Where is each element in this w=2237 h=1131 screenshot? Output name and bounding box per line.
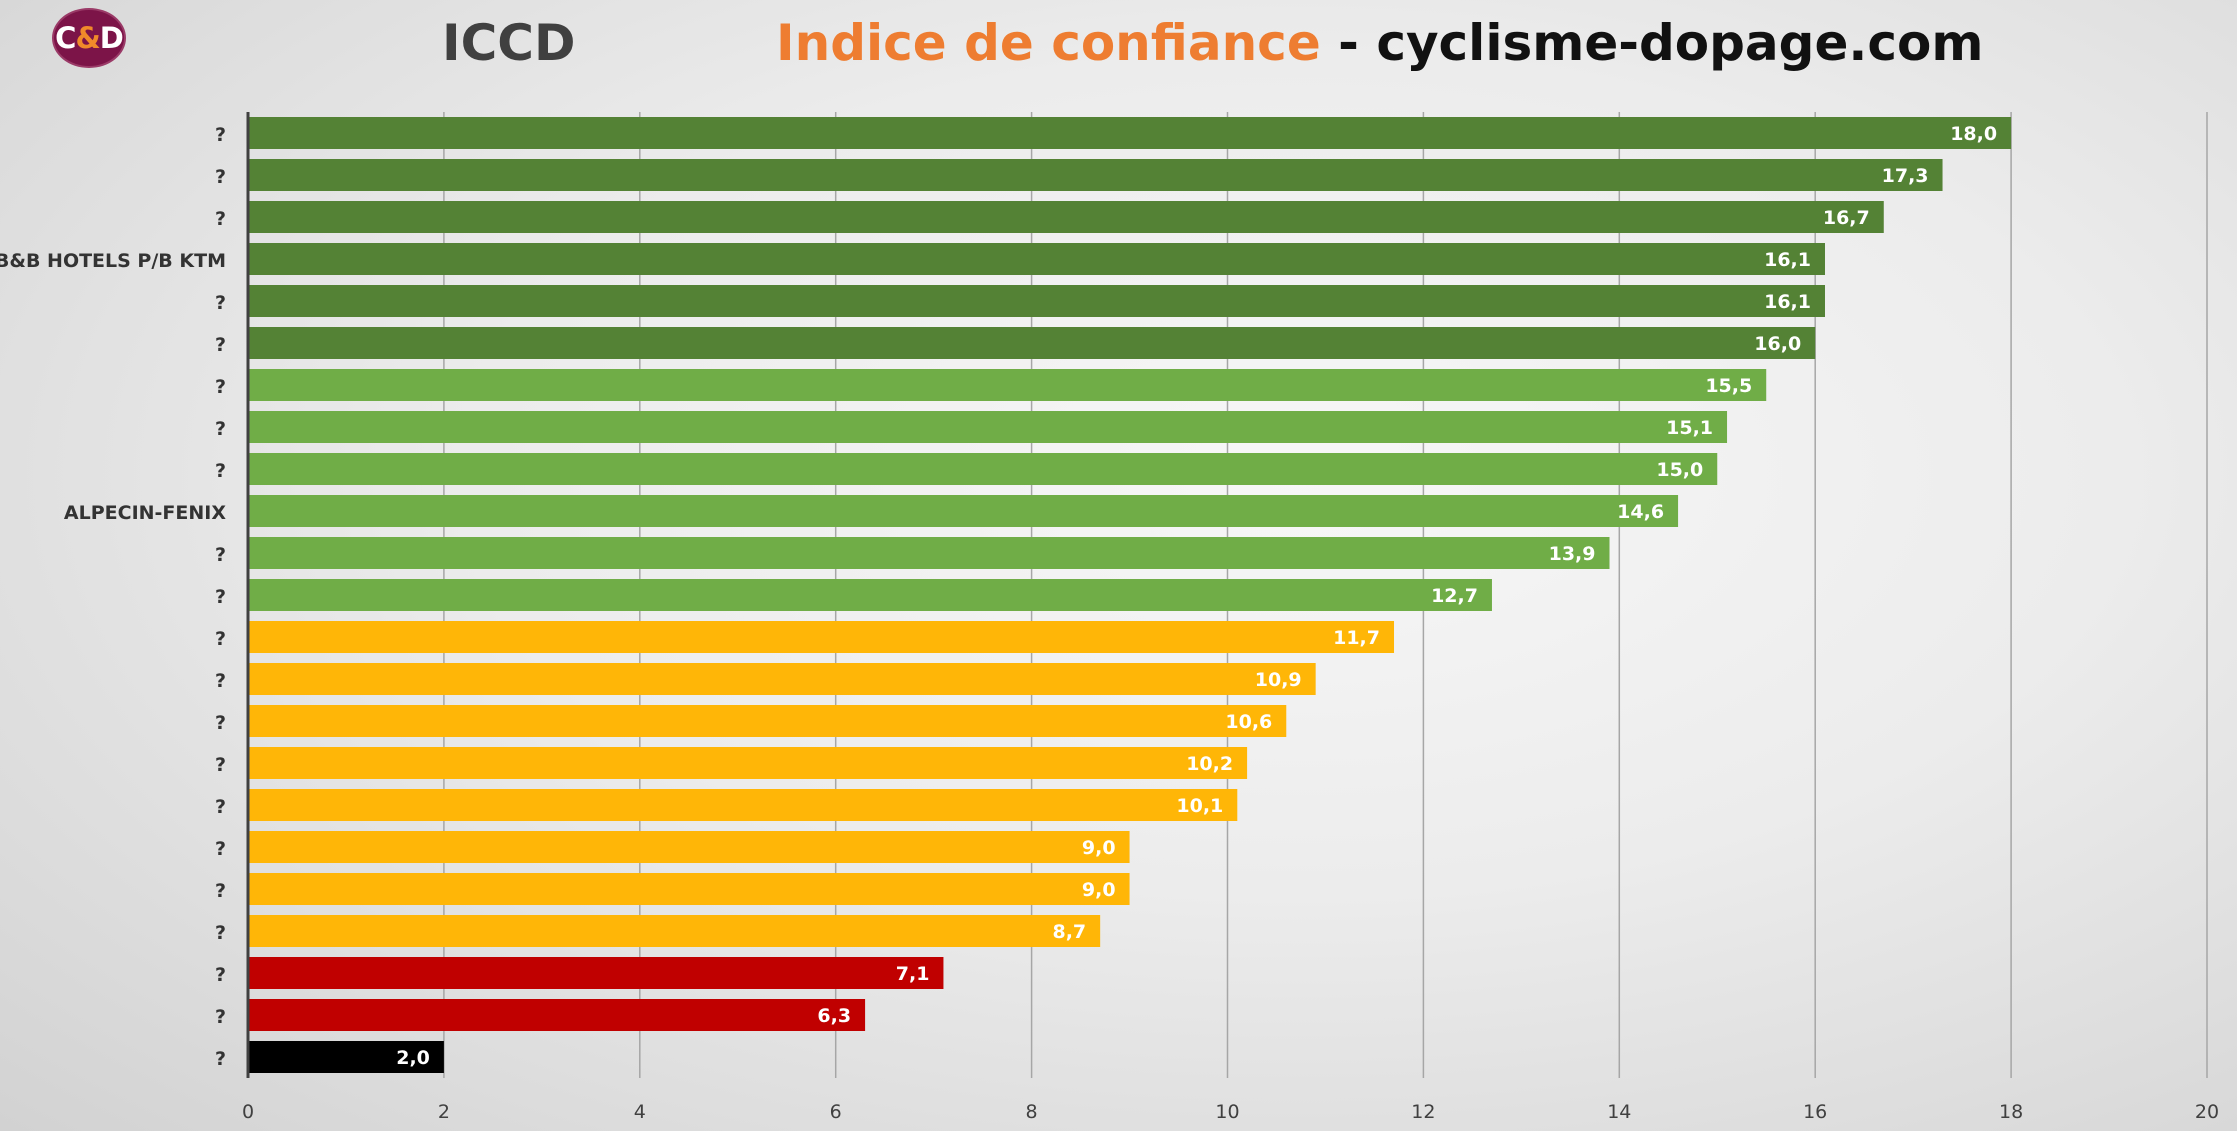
bar (249, 411, 1728, 443)
bar-value-label: 17,3 (1882, 165, 1929, 187)
bar-value-label: 10,2 (1186, 753, 1233, 775)
bar-value-label: 16,1 (1764, 249, 1811, 271)
category-label: ? (215, 628, 226, 650)
bar-value-label: 7,1 (896, 963, 930, 985)
bar-value-label: 11,7 (1333, 627, 1380, 649)
bar-value-label: 8,7 (1052, 921, 1086, 943)
bar (249, 621, 1395, 653)
category-label: ? (215, 922, 226, 944)
bar-value-label: 2,0 (396, 1047, 430, 1069)
title-separator: - (1320, 14, 1377, 72)
bar (249, 831, 1130, 863)
bar-value-label: 12,7 (1431, 585, 1478, 607)
bar (249, 789, 1238, 821)
category-label: ? (215, 418, 226, 440)
bar (249, 117, 2012, 149)
bar (249, 201, 1884, 233)
bar (249, 915, 1101, 947)
iccd-heading: ICCD (442, 14, 576, 72)
bar (249, 957, 944, 989)
x-tick-label: 10 (1215, 1101, 1239, 1123)
category-label: ? (215, 1048, 226, 1070)
category-label: ? (215, 670, 226, 692)
bar (249, 537, 1610, 569)
category-label: ALPECIN-FENIX (64, 502, 226, 524)
bar-value-label: 9,0 (1082, 879, 1116, 901)
x-tick-label: 14 (1607, 1101, 1631, 1123)
chart-title: Indice de confiance - cyclisme-dopage.co… (776, 14, 1983, 72)
bar (249, 453, 1718, 485)
category-label: ? (215, 880, 226, 902)
bar-value-label: 16,1 (1764, 291, 1811, 313)
bar-value-label: 18,0 (1950, 123, 1997, 145)
category-label: ? (215, 460, 226, 482)
category-label: ? (215, 754, 226, 776)
bar-value-label: 16,7 (1823, 207, 1870, 229)
bar (249, 999, 866, 1031)
category-label: B&B HOTELS P/B KTM (0, 250, 226, 272)
bar (249, 159, 1943, 191)
bar (249, 285, 1825, 317)
bar (249, 243, 1825, 275)
bar (249, 873, 1130, 905)
bar-value-label: 10,6 (1225, 711, 1272, 733)
x-tick-label: 6 (830, 1101, 842, 1123)
category-label: ? (215, 124, 226, 146)
title-site: cyclisme-dopage.com (1376, 14, 1984, 72)
logo-letter-d: D (99, 21, 124, 55)
logo-text: C&D (55, 21, 124, 55)
x-tick-label: 16 (1803, 1101, 1827, 1123)
x-tick-label: 20 (2195, 1101, 2219, 1123)
x-tick-label: 0 (242, 1101, 254, 1123)
bar (249, 369, 1767, 401)
category-label: ? (215, 292, 226, 314)
bar-value-label: 14,6 (1617, 501, 1664, 523)
x-tick-label: 18 (1999, 1101, 2023, 1123)
category-label: ? (215, 712, 226, 734)
title-indice: Indice de confiance (776, 14, 1321, 72)
category-label: ? (215, 544, 226, 566)
bar-value-label: 6,3 (817, 1005, 851, 1027)
bar (249, 1041, 444, 1073)
bar (249, 327, 1816, 359)
bar (249, 495, 1679, 527)
category-label: ? (215, 838, 226, 860)
bar-value-label: 15,0 (1656, 459, 1703, 481)
category-label: ? (215, 166, 226, 188)
category-label: ? (215, 796, 226, 818)
bar-value-label: 16,0 (1754, 333, 1801, 355)
bar-value-label: 13,9 (1549, 543, 1596, 565)
category-label: ? (215, 376, 226, 398)
bar-value-label: 15,5 (1705, 375, 1752, 397)
bar (249, 747, 1248, 779)
logo-ampersand: & (75, 21, 100, 55)
bar (249, 579, 1492, 611)
bar-value-label: 10,1 (1176, 795, 1223, 817)
bar-value-label: 10,9 (1255, 669, 1302, 691)
category-label: ? (215, 208, 226, 230)
bar-value-label: 9,0 (1082, 837, 1116, 859)
x-tick-label: 4 (634, 1101, 646, 1123)
x-tick-label: 8 (1026, 1101, 1038, 1123)
x-tick-label: 2 (438, 1101, 450, 1123)
x-tick-label: 12 (1411, 1101, 1435, 1123)
bar (249, 705, 1287, 737)
cd-logo: C&D (52, 8, 126, 68)
category-label: ? (215, 1006, 226, 1028)
bar-value-label: 15,1 (1666, 417, 1713, 439)
category-label: ? (215, 964, 226, 986)
bar (249, 663, 1316, 695)
logo-letter-c: C (55, 21, 76, 55)
category-label: ? (215, 586, 226, 608)
category-label: ? (215, 334, 226, 356)
